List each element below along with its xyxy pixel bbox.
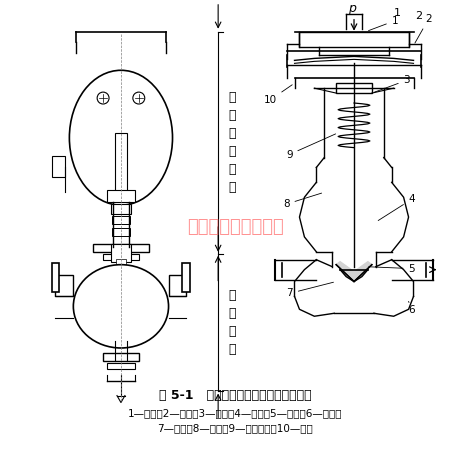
Bar — [107, 363, 135, 369]
Text: 4: 4 — [378, 194, 415, 220]
Bar — [51, 263, 59, 292]
Bar — [116, 259, 126, 265]
Circle shape — [97, 92, 109, 104]
Text: 1—上盖；2—薄膜；3—托板；4—阀杆；5—阀座；6—阀体；: 1—上盖；2—薄膜；3—托板；4—阀杆；5—阀座；6—阀体； — [128, 409, 342, 418]
Bar — [112, 192, 130, 200]
Bar — [51, 156, 65, 177]
Text: 调
节
机
构: 调 节 机 构 — [228, 289, 236, 356]
Text: 10: 10 — [264, 85, 292, 105]
Text: 5: 5 — [369, 263, 415, 274]
Text: 6: 6 — [408, 301, 415, 315]
Text: 7—阀芯；8—推杆；9—平衡弹簧；10—下盖: 7—阀芯；8—推杆；9—平衡弹簧；10—下盖 — [157, 423, 313, 433]
Text: 2: 2 — [415, 11, 422, 21]
Text: 1: 1 — [368, 16, 398, 31]
Circle shape — [133, 92, 145, 104]
Bar — [56, 275, 73, 297]
Text: 7: 7 — [286, 282, 333, 298]
Bar — [107, 190, 135, 202]
Polygon shape — [336, 262, 372, 282]
Text: 2: 2 — [415, 14, 432, 43]
Text: 8: 8 — [283, 193, 322, 209]
Bar — [111, 244, 131, 262]
Bar — [112, 216, 130, 224]
Bar — [111, 204, 131, 214]
Bar — [103, 254, 139, 260]
Bar — [182, 263, 190, 292]
Text: 3: 3 — [374, 75, 410, 92]
Bar — [103, 353, 139, 361]
Text: p: p — [348, 2, 356, 15]
Text: 上海湖泉电动阀门厂: 上海湖泉电动阀门厂 — [187, 218, 284, 236]
Bar — [112, 204, 130, 212]
Ellipse shape — [73, 265, 169, 348]
Text: 气
动
执
行
机
构: 气 动 执 行 机 构 — [228, 91, 236, 194]
Text: 1: 1 — [394, 8, 401, 18]
Bar — [300, 32, 408, 48]
Ellipse shape — [69, 71, 172, 205]
Bar — [336, 83, 372, 93]
Bar — [112, 228, 130, 236]
Bar — [115, 133, 127, 197]
Bar — [93, 244, 149, 252]
Text: 9: 9 — [286, 134, 336, 160]
Bar — [169, 275, 187, 297]
Text: 图 5-1   气动薄膜控制阀外形和内部结构: 图 5-1 气动薄膜控制阀外形和内部结构 — [159, 389, 311, 402]
